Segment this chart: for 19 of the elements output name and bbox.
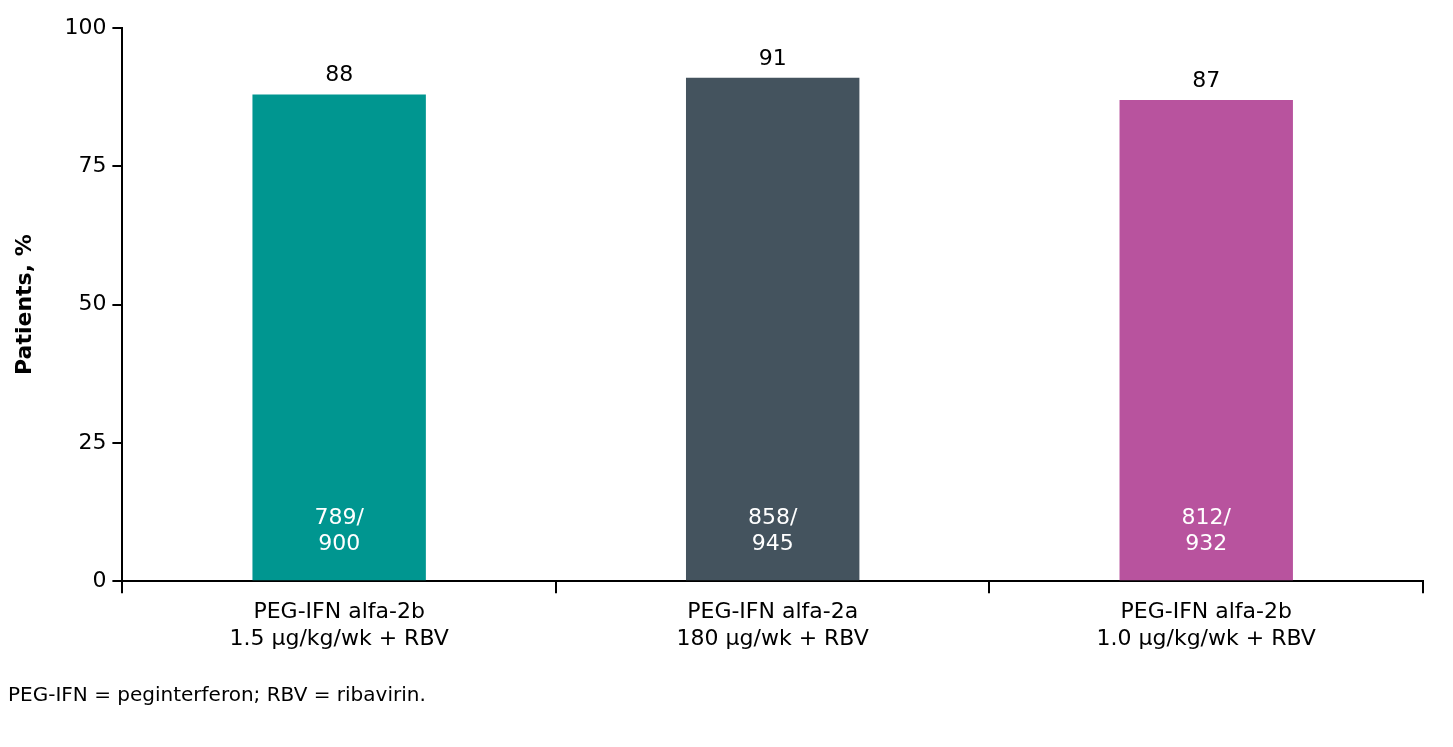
x-tick-label: PEG-IFN alfa-2b 1.0 µg/kg/wk + RBV bbox=[1096, 598, 1316, 650]
y-tick-label: 0 bbox=[92, 566, 107, 592]
y-tick-label: 100 bbox=[64, 13, 107, 39]
data-label: 91 bbox=[758, 44, 787, 70]
bar bbox=[252, 94, 426, 581]
y-tick-label: 50 bbox=[78, 290, 107, 316]
y-tick-label: 25 bbox=[78, 428, 107, 454]
annotation: 789/ 900 bbox=[314, 503, 365, 555]
bar bbox=[685, 77, 860, 581]
bar bbox=[1119, 99, 1293, 581]
y-axis-title: Patients, % bbox=[10, 234, 36, 375]
x-tick-label: PEG-IFN alfa-2a 180 µg/wk + RBV bbox=[676, 598, 869, 650]
annotation: 812/ 932 bbox=[1181, 503, 1232, 555]
x-tick-label: PEG-IFN alfa-2b 1.5 µg/kg/wk + RBV bbox=[229, 598, 449, 650]
data-label: 88 bbox=[325, 61, 354, 87]
y-tick-label: 75 bbox=[78, 152, 107, 178]
text: PEG-IFN = peginterferon; RBV = ribavirin. bbox=[8, 682, 427, 706]
annotation: 858/ 945 bbox=[747, 503, 798, 555]
data-label: 87 bbox=[1192, 66, 1221, 92]
